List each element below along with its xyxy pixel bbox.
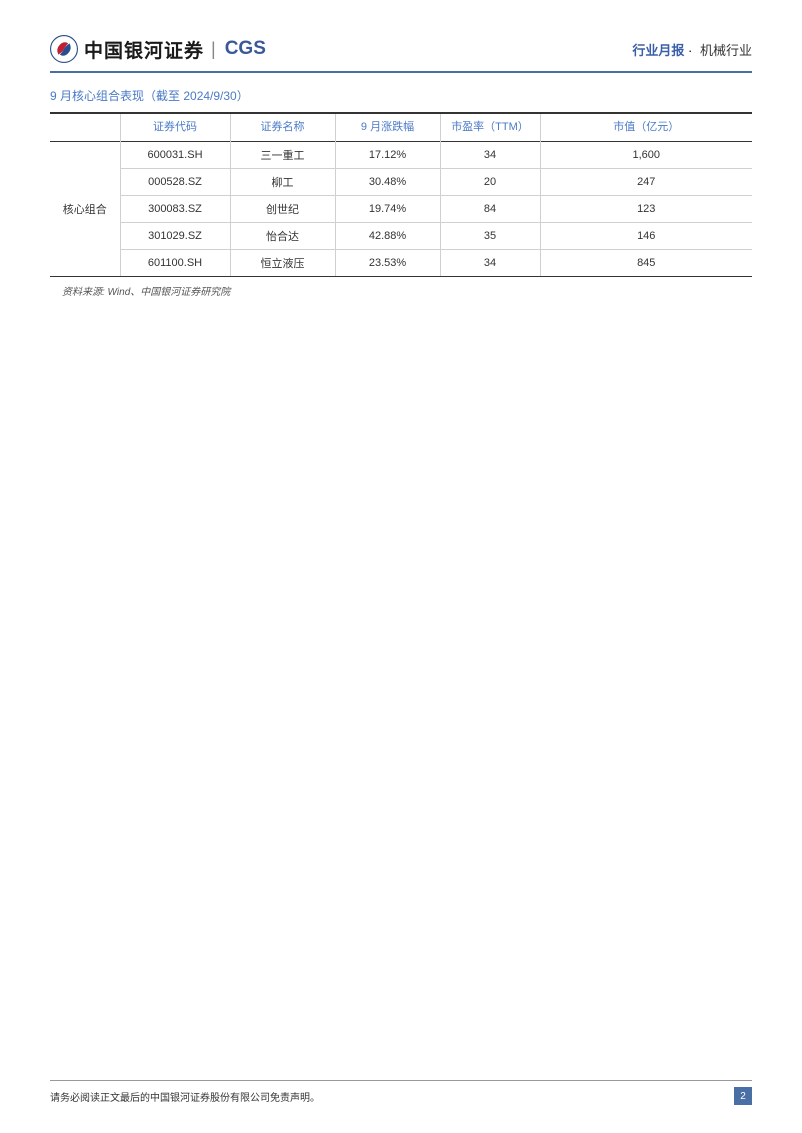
- disclaimer-text: 请务必阅读正文最后的中国银河证券股份有限公司免责声明。: [50, 1089, 320, 1104]
- company-logo-icon: [50, 35, 78, 63]
- section-title: 9 月核心组合表现（截至 2024/9/30）: [50, 87, 752, 104]
- table-cell: 怡合达: [230, 223, 335, 250]
- table-cell: 601100.SH: [120, 250, 230, 277]
- table-cell: 19.74%: [335, 196, 440, 223]
- table-cell: 146: [540, 223, 752, 250]
- table-cell: 84: [440, 196, 540, 223]
- table-row: 601100.SH恒立液压23.53%34845: [50, 250, 752, 277]
- col-header-mktcap: 市值（亿元）: [540, 113, 752, 142]
- col-header-group: [50, 113, 120, 142]
- table-cell: 创世纪: [230, 196, 335, 223]
- table-cell: 23.53%: [335, 250, 440, 277]
- page-header: 中国银河证券 | CGS 行业月报 · 机械行业: [50, 35, 752, 63]
- footer-line: [50, 1080, 752, 1081]
- table-cell: 845: [540, 250, 752, 277]
- table-cell: 三一重工: [230, 142, 335, 169]
- portfolio-table: 证券代码 证券名称 9 月涨跌幅 市盈率（TTM） 市值（亿元） 核心组合600…: [50, 112, 752, 277]
- table-row: 301029.SZ怡合达42.88%35146: [50, 223, 752, 250]
- table-cell: 301029.SZ: [120, 223, 230, 250]
- table-cell: 17.12%: [335, 142, 440, 169]
- table-cell: 300083.SZ: [120, 196, 230, 223]
- header-right: 行业月报 · 机械行业: [632, 40, 752, 59]
- table-cell: 20: [440, 169, 540, 196]
- table-cell: 34: [440, 250, 540, 277]
- table-cell: 恒立液压: [230, 250, 335, 277]
- col-header-name: 证券名称: [230, 113, 335, 142]
- separator: ·: [688, 43, 692, 58]
- report-type: 行业月报: [632, 43, 684, 58]
- footer-content: 请务必阅读正文最后的中国银河证券股份有限公司免责声明。 2: [50, 1087, 752, 1105]
- header-underline: [50, 71, 752, 73]
- table-cell: 柳工: [230, 169, 335, 196]
- table-cell: 34: [440, 142, 540, 169]
- table-cell: 600031.SH: [120, 142, 230, 169]
- company-name: 中国银河证券: [84, 36, 204, 63]
- col-header-pe: 市盈率（TTM）: [440, 113, 540, 142]
- source-note: 资料来源: Wind、中国银河证券研究院: [62, 283, 752, 298]
- company-abbr: CGS: [225, 38, 266, 60]
- table-cell: 35: [440, 223, 540, 250]
- table-row: 核心组合600031.SH三一重工17.12%341,600: [50, 142, 752, 169]
- col-header-code: 证券代码: [120, 113, 230, 142]
- table-row: 300083.SZ创世纪19.74%84123: [50, 196, 752, 223]
- table-cell: 247: [540, 169, 752, 196]
- table-cell: 42.88%: [335, 223, 440, 250]
- table-cell: 1,600: [540, 142, 752, 169]
- table-row: 000528.SZ柳工30.48%20247: [50, 169, 752, 196]
- group-label-cell: 核心组合: [50, 142, 120, 277]
- table-cell: 123: [540, 196, 752, 223]
- page-footer: 请务必阅读正文最后的中国银河证券股份有限公司免责声明。 2: [50, 1080, 752, 1105]
- table-cell: 30.48%: [335, 169, 440, 196]
- industry-label: 机械行业: [700, 43, 752, 58]
- table-header-row: 证券代码 证券名称 9 月涨跌幅 市盈率（TTM） 市值（亿元）: [50, 113, 752, 142]
- logo-area: 中国银河证券 | CGS: [50, 35, 266, 63]
- col-header-change: 9 月涨跌幅: [335, 113, 440, 142]
- divider: |: [211, 39, 216, 60]
- page-number: 2: [734, 1087, 752, 1105]
- table-cell: 000528.SZ: [120, 169, 230, 196]
